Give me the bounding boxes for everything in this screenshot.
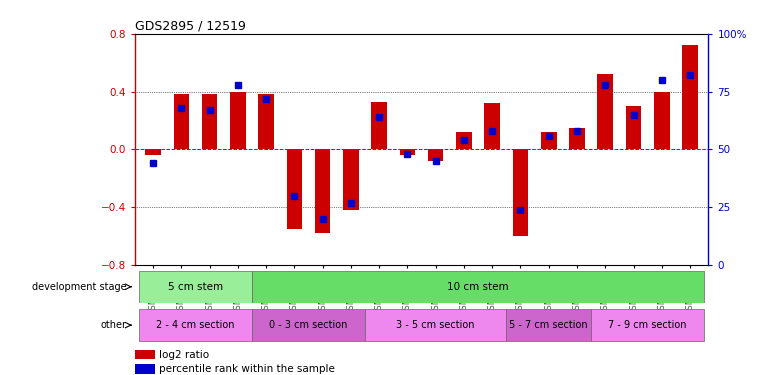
Bar xyxy=(456,132,472,150)
Text: 7 - 9 cm section: 7 - 9 cm section xyxy=(608,320,687,330)
Text: 5 cm stem: 5 cm stem xyxy=(168,282,223,292)
Text: 5 - 7 cm section: 5 - 7 cm section xyxy=(510,320,588,330)
Bar xyxy=(202,94,217,150)
Bar xyxy=(682,45,698,150)
Text: log2 ratio: log2 ratio xyxy=(159,350,209,360)
Bar xyxy=(541,132,557,150)
Bar xyxy=(286,150,302,229)
Bar xyxy=(259,94,274,150)
Bar xyxy=(626,106,641,150)
Bar xyxy=(173,94,189,150)
Bar xyxy=(507,309,591,341)
Bar xyxy=(135,350,156,360)
Bar xyxy=(135,364,156,374)
Text: 0 - 3 cm section: 0 - 3 cm section xyxy=(270,320,348,330)
Bar xyxy=(569,128,584,150)
Text: 10 cm stem: 10 cm stem xyxy=(447,282,509,292)
Text: other: other xyxy=(100,320,126,330)
Bar xyxy=(513,150,528,236)
Bar xyxy=(230,92,246,150)
Text: development stage: development stage xyxy=(32,282,126,292)
Bar xyxy=(400,150,415,155)
Bar xyxy=(146,150,161,155)
Bar xyxy=(139,309,252,341)
Bar xyxy=(591,309,704,341)
Text: GDS2895 / 12519: GDS2895 / 12519 xyxy=(135,20,246,33)
Text: 3 - 5 cm section: 3 - 5 cm section xyxy=(397,320,475,330)
Bar xyxy=(315,150,330,233)
Bar xyxy=(484,103,500,150)
Bar xyxy=(343,150,359,210)
Text: 2 - 4 cm section: 2 - 4 cm section xyxy=(156,320,235,330)
Bar xyxy=(654,92,670,150)
Bar xyxy=(598,74,613,150)
Bar xyxy=(428,150,444,161)
Text: percentile rank within the sample: percentile rank within the sample xyxy=(159,364,335,374)
Bar xyxy=(365,309,507,341)
Bar xyxy=(252,271,704,303)
Bar xyxy=(371,102,387,150)
Bar xyxy=(139,271,252,303)
Bar xyxy=(252,309,365,341)
